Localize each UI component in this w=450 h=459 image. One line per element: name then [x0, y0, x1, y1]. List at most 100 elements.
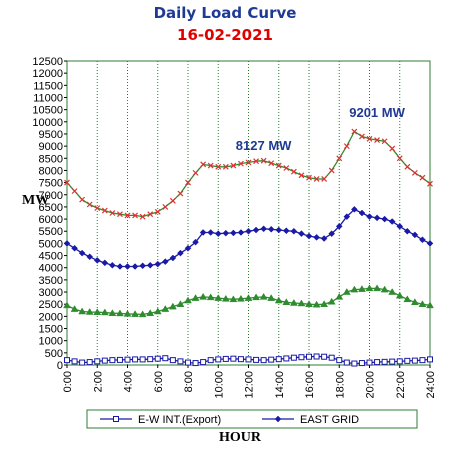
x-tick-label: 8:00	[183, 371, 195, 392]
data-point	[297, 299, 306, 307]
data-point	[395, 291, 404, 299]
y-axis-label: MW	[22, 193, 49, 208]
x-tick-label: 20:00	[365, 371, 377, 399]
data-point	[109, 261, 116, 269]
data-point	[313, 176, 320, 182]
data-point	[374, 359, 381, 366]
x-tick-label: 24:00	[425, 371, 437, 399]
data-point	[260, 225, 267, 233]
data-point	[101, 259, 109, 267]
legend-label: E-W INT.(Export)	[138, 414, 221, 426]
data-point	[86, 201, 93, 208]
data-point	[404, 163, 411, 170]
data-point	[252, 226, 260, 234]
data-point	[351, 128, 358, 135]
data-point	[177, 358, 184, 365]
data-point	[214, 294, 223, 301]
data-point	[93, 257, 101, 264]
data-point	[113, 416, 119, 422]
annotations: 8127 MW 9201 MW	[236, 105, 406, 153]
series-0	[64, 353, 433, 367]
x-tick-label: 18:00	[334, 371, 346, 399]
data-point	[313, 353, 320, 360]
data-point	[404, 357, 411, 364]
data-point	[389, 358, 396, 365]
data-point	[381, 138, 388, 145]
data-point	[244, 294, 253, 301]
data-point	[290, 354, 297, 361]
data-point	[94, 205, 101, 212]
y-tick-label: 6000	[39, 214, 63, 226]
data-point	[335, 223, 343, 230]
data-point	[365, 284, 374, 292]
data-point	[229, 295, 238, 303]
data-point	[222, 229, 230, 237]
y-tick-label: 8000	[39, 165, 63, 177]
data-point	[100, 308, 109, 316]
data-point	[335, 292, 344, 300]
annotation-label: 9201 MW	[349, 105, 405, 120]
data-point	[184, 296, 192, 304]
data-point	[427, 180, 433, 187]
data-point	[109, 210, 116, 216]
data-point	[124, 263, 131, 270]
data-point	[116, 263, 124, 270]
data-point	[64, 179, 70, 186]
y-tick-label: 1500	[39, 324, 63, 336]
y-tick-label: 4000	[39, 263, 63, 275]
data-point	[366, 359, 373, 366]
data-point	[222, 355, 229, 362]
data-point	[388, 218, 396, 225]
y-tick-label: 10500	[32, 105, 63, 117]
data-point	[101, 207, 108, 214]
data-point	[418, 300, 427, 307]
data-point	[138, 310, 147, 318]
y-tick-label: 3500	[39, 275, 63, 287]
data-point	[419, 174, 426, 181]
data-point	[215, 356, 222, 363]
data-point	[117, 211, 123, 218]
x-tick-label: 2:00	[92, 371, 104, 392]
data-point	[215, 163, 222, 170]
data-point	[139, 213, 146, 220]
data-point	[359, 133, 365, 140]
data-point	[298, 230, 305, 238]
annotation-label: 8127 MW	[236, 138, 292, 153]
data-point	[86, 253, 94, 261]
data-point	[411, 169, 418, 176]
data-point	[252, 293, 260, 301]
x-tick-label: 12:00	[244, 371, 256, 399]
data-point	[328, 167, 335, 174]
data-point	[336, 155, 343, 162]
data-point	[327, 297, 336, 305]
data-point	[207, 357, 214, 364]
data-point	[200, 359, 207, 366]
data-point	[63, 240, 71, 247]
y-tick-label: 10000	[32, 117, 63, 129]
data-point	[177, 190, 184, 197]
data-point	[185, 179, 191, 186]
data-point	[343, 143, 350, 150]
data-point	[268, 356, 275, 363]
data-point	[71, 358, 78, 365]
data-point	[358, 360, 365, 367]
data-point	[389, 145, 396, 152]
data-point	[131, 263, 139, 270]
series-1	[63, 205, 434, 270]
data-point	[321, 353, 328, 360]
data-point	[207, 162, 214, 169]
y-tick-label: 500	[45, 348, 63, 360]
data-point	[237, 229, 245, 236]
data-point	[192, 238, 199, 246]
data-point	[168, 302, 177, 310]
data-point	[169, 357, 176, 364]
data-point	[328, 354, 335, 361]
data-point	[131, 310, 139, 317]
x-tick-label: 22:00	[395, 371, 407, 399]
data-point	[426, 301, 434, 309]
data-point	[388, 288, 397, 295]
data-point	[358, 285, 366, 292]
y-tick-label: 12000	[32, 68, 63, 80]
data-point	[411, 231, 419, 239]
